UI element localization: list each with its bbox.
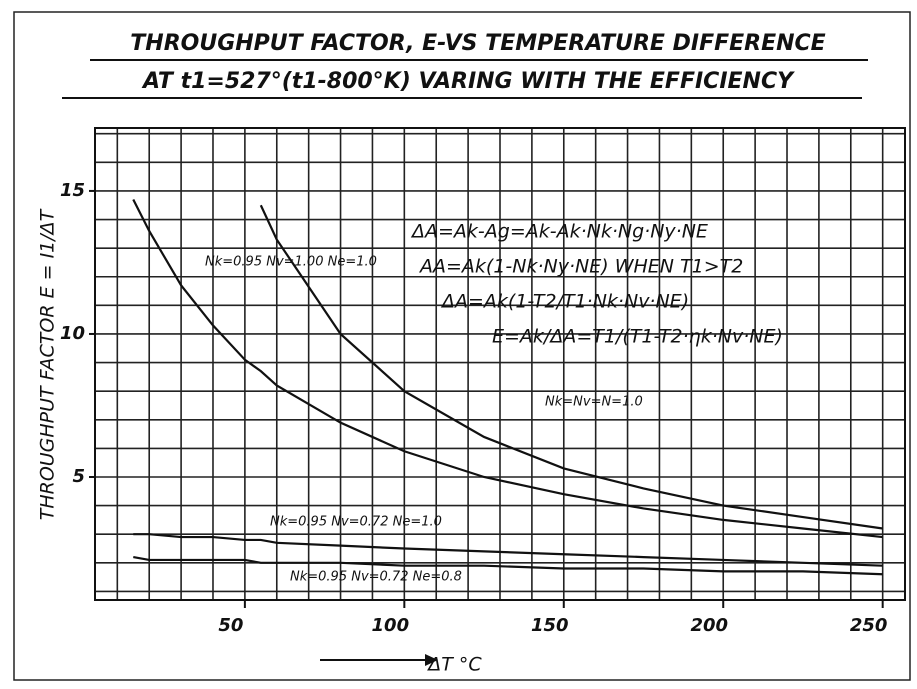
y-tick-label: 10 bbox=[60, 323, 85, 344]
x-tick-label: 250 bbox=[850, 615, 888, 636]
equation: ΔA=Ak-Ag=Ak-Ak·Nk·Ng·Ny·NE bbox=[410, 221, 708, 243]
x-tick-label: 150 bbox=[531, 615, 569, 636]
equation: ΔA=Ak(1-T2/T1·Nk·Nv·NE) bbox=[440, 291, 689, 313]
y-tick-label: 15 bbox=[60, 180, 85, 201]
y-axis-label: THROUGHPUT FACTOR E = I1/ΔT bbox=[37, 208, 59, 520]
series-label: Nk=Nv=N=1.0 bbox=[545, 395, 643, 410]
series-label: Nk=0.95 Nv=0.72 Ne=1.0 bbox=[270, 515, 442, 530]
series-label: Nk=0.95 Nv=0.72 Ne=0.8 bbox=[290, 570, 462, 585]
page: {"chart_data": {"type": "line", "title":… bbox=[0, 0, 917, 689]
equation: AA=Ak(1-Nk·Ny·NE) WHEN T1>T2 bbox=[418, 256, 743, 278]
y-tick-label: 5 bbox=[72, 466, 85, 487]
equation: E=Ak/ΔA=T1/(T1-T2·ηk·Nv·NE) bbox=[492, 326, 783, 348]
x-tick-label: 50 bbox=[218, 615, 243, 636]
chart-title: THROUGHPUT FACTOR, E-VS TEMPERATURE DIFF… bbox=[130, 31, 825, 56]
x-tick-label: 200 bbox=[690, 615, 728, 636]
chart-subtitle: AT t1=527°(t1-800°K) VARING WITH THE EFF… bbox=[141, 69, 795, 94]
chart: THROUGHPUT FACTOR, E-VS TEMPERATURE DIFF… bbox=[0, 0, 917, 685]
x-tick-label: 100 bbox=[372, 615, 410, 636]
x-axis-label: ΔT °C bbox=[426, 654, 482, 676]
